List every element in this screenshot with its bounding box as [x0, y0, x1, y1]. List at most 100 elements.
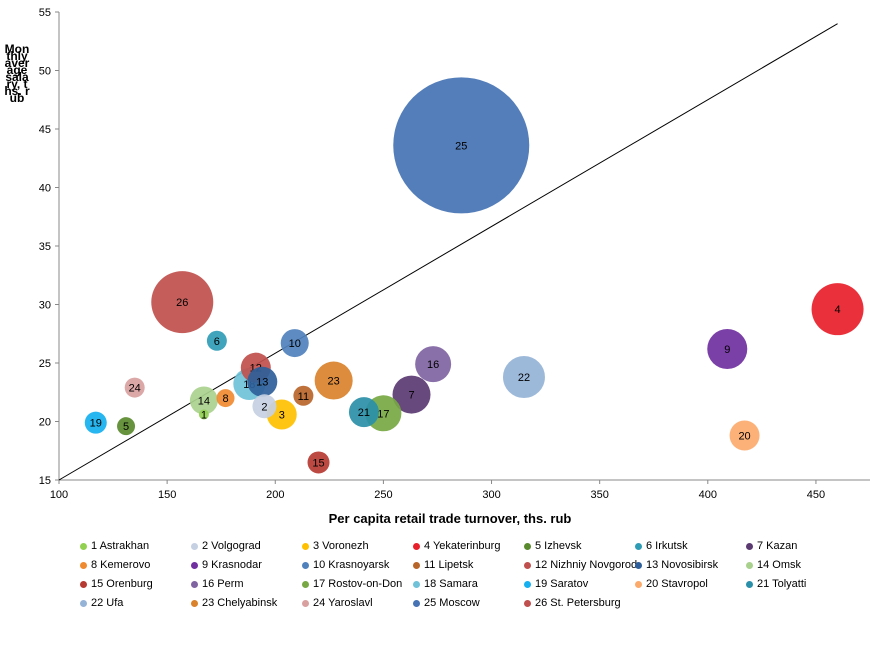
legend-label: 10 Krasnoyarsk: [313, 559, 390, 571]
bubble-label-20: 20: [738, 431, 750, 443]
legend-label: 13 Novosibirsk: [646, 559, 719, 571]
bubble-label-8: 8: [222, 393, 228, 405]
bubble-label-22: 22: [518, 372, 530, 384]
y-tick-label: 50: [39, 66, 51, 78]
legend-item-12: 12 Nizhniy Novgorod: [524, 559, 637, 571]
legend-marker: [191, 542, 198, 550]
legend-item-21: 21 Tolyatti: [746, 578, 806, 590]
legend-marker: [302, 580, 309, 588]
legend-item-15: 15 Orenburg: [80, 578, 153, 590]
legend-item-10: 10 Krasnoyarsk: [302, 559, 389, 571]
y-tick-label: 45: [39, 124, 51, 136]
legend-label: 14 Omsk: [757, 559, 802, 571]
bubble-label-14: 14: [198, 395, 210, 407]
legend-marker: [524, 542, 531, 550]
bubble-24: [124, 377, 145, 398]
legend-label: 21 Tolyatti: [757, 578, 807, 590]
legend-label: 11 Lipetsk: [424, 559, 474, 571]
bubble-label-11: 11: [298, 391, 309, 403]
legend-item-5: 5 Izhevsk: [524, 540, 581, 552]
legend-marker: [746, 580, 753, 588]
legend-item-25: 25 Moscow: [413, 597, 480, 609]
x-tick-label: 150: [158, 489, 176, 501]
legend-item-26: 26 St. Petersburg: [524, 597, 621, 609]
bubble-label-17: 17: [377, 408, 389, 420]
bubble-25: [393, 77, 530, 214]
legend-label: 4 Yekaterinburg: [424, 540, 501, 552]
legend-label: 26 St. Petersburg: [535, 597, 621, 609]
legend-item-6: 6 Irkutsk: [635, 540, 688, 552]
bubble-2: [252, 394, 277, 419]
bubble-20: [729, 420, 760, 451]
legend-item-22: 22 Ufa: [80, 597, 123, 609]
legend-marker: [524, 561, 531, 569]
legend-item-13: 13 Novosibirsk: [635, 559, 718, 571]
legend-item-20: 20 Stavropol: [635, 578, 708, 590]
legend-item-17: 17 Rostov-on-Don: [302, 578, 402, 590]
reference-line: [58, 23, 838, 481]
legend-label: 8 Kemerovo: [91, 559, 151, 571]
legend-label: 17 Rostov-on-Don: [313, 578, 403, 590]
legend-marker: [80, 542, 87, 550]
legend-label: 18 Samara: [424, 578, 478, 590]
legend-label: 19 Saratov: [535, 578, 589, 590]
bubbles: 2526422972316171831213202110142151961124…: [84, 77, 864, 474]
bubble-23: [314, 361, 353, 400]
legend-label: 22 Ufa: [91, 597, 124, 609]
legend-marker: [191, 561, 198, 569]
legend-marker: [191, 599, 198, 607]
legend-marker: [302, 561, 309, 569]
x-tick-label: 100: [50, 489, 68, 501]
bubble-label-26: 26: [176, 297, 188, 309]
legend-marker: [635, 561, 642, 569]
bubble-5: [117, 417, 136, 436]
y-tick-label: 15: [39, 475, 51, 487]
legend-label: 3 Voronezh: [313, 540, 369, 552]
y-tick-label: 20: [39, 417, 51, 429]
bubble-label-2: 2: [261, 401, 267, 413]
legend-marker: [524, 580, 531, 588]
x-tick-label: 300: [482, 489, 500, 501]
bubble-label-3: 3: [279, 409, 285, 421]
y-tick-label: 40: [39, 183, 51, 195]
bubble-label-4: 4: [834, 304, 840, 316]
legend-label: 23 Chelyabinsk: [202, 597, 278, 609]
bubble-13: [247, 366, 278, 397]
y-tick-label: 35: [39, 241, 51, 253]
x-axis-label: Per capita retail trade turnover, ths. r…: [328, 511, 572, 526]
bubble-4: [811, 283, 864, 336]
legend-marker: [413, 561, 420, 569]
bubble-11: [293, 385, 314, 406]
legend-marker: [80, 599, 87, 607]
legend-label: 12 Nizhniy Novgorod: [535, 559, 638, 571]
legend-label: 9 Krasnodar: [202, 559, 262, 571]
bubble-label-23: 23: [328, 376, 340, 388]
legend-label: 5 Izhevsk: [535, 540, 582, 552]
legend-item-9: 9 Krasnodar: [191, 559, 262, 571]
bubble-label-16: 16: [427, 359, 439, 371]
legend-label: 25 Moscow: [424, 597, 480, 609]
bubble-label-25: 25: [455, 140, 467, 152]
legend-item-23: 23 Chelyabinsk: [191, 597, 277, 609]
bubble-1: [198, 409, 209, 420]
legend-item-16: 16 Perm: [191, 578, 244, 590]
y-ticks: 15 20 25 30 35 40 45 50 55: [39, 7, 59, 487]
legend-label: 20 Stavropol: [646, 578, 708, 590]
y-tick-label: 25: [39, 358, 51, 370]
bubble-7: [392, 375, 431, 414]
bubble-26: [151, 271, 214, 334]
legend-label: 7 Kazan: [757, 540, 798, 552]
legend-marker: [413, 580, 420, 588]
legend-item-4: 4 Yekaterinburg: [413, 540, 500, 552]
bubble-10: [280, 329, 309, 358]
legend-marker: [302, 599, 309, 607]
legend-marker: [413, 542, 420, 550]
x-tick-label: 350: [590, 489, 608, 501]
legend-item-19: 19 Saratov: [524, 578, 588, 590]
legend-label: 16 Perm: [202, 578, 244, 590]
legend-marker: [413, 599, 420, 607]
legend-marker: [635, 580, 642, 588]
legend-label: 24 Yaroslavl: [313, 597, 373, 609]
y-tick-label: 30: [39, 300, 51, 312]
bubble-15: [307, 451, 330, 474]
